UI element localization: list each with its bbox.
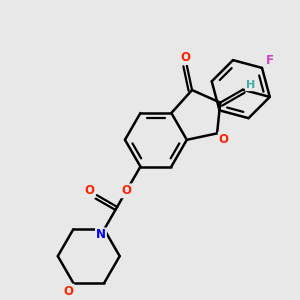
Text: O: O (180, 51, 190, 64)
Text: N: N (96, 229, 106, 242)
Text: O: O (122, 184, 131, 197)
Text: O: O (85, 184, 94, 197)
Text: F: F (266, 54, 274, 67)
Text: H: H (246, 80, 255, 90)
Text: O: O (219, 133, 229, 146)
Text: O: O (64, 285, 74, 298)
